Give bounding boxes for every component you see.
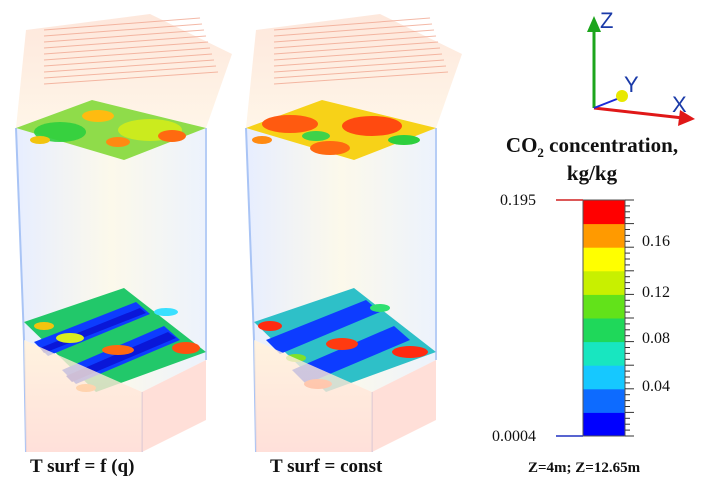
colorbar-title: CO2 concentration, (505, 133, 679, 161)
x-axis-label: X (672, 92, 687, 117)
colorbar-band (583, 270, 625, 295)
colorbar-band (583, 341, 625, 366)
colorbar-band (583, 318, 625, 343)
colorbar-band (583, 294, 625, 319)
right-caption: T surf = const (270, 456, 383, 477)
colorbar-band (583, 247, 625, 272)
colorbar-min-label: 0.0004 (492, 428, 536, 445)
colorbar-band (583, 412, 625, 437)
z-arrow-icon (587, 16, 601, 32)
colorbar-tick-label: 0.12 (642, 284, 670, 301)
y-axis-label: Y (624, 72, 639, 97)
z-axis-label: Z (600, 8, 614, 33)
section-heights-note: Z=4m; Z=12.65m (528, 460, 641, 476)
colorbar-units: kg/kg (566, 161, 618, 185)
colorbar-tick-label: 0.08 (642, 330, 670, 347)
y-dot-icon (616, 90, 628, 102)
colorbar-band (583, 200, 625, 225)
colorbar-band (583, 223, 625, 248)
x-arrow-icon (678, 110, 695, 126)
right-furnace (245, 14, 462, 453)
colorbar-tick-label: 0.04 (642, 378, 670, 395)
colorbar-max-label: 0.195 (500, 192, 536, 209)
colorbar-band (583, 388, 625, 413)
left-furnace (15, 14, 232, 453)
left-caption: T surf = f (q) (30, 456, 135, 477)
colorbar-band (583, 365, 625, 390)
colorbar-tick-label: 0.16 (642, 233, 670, 250)
